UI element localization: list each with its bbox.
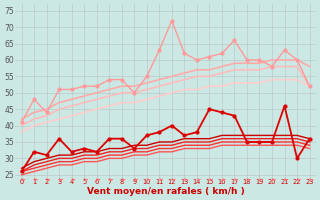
X-axis label: Vent moyen/en rafales ( km/h ): Vent moyen/en rafales ( km/h ) [87,187,244,196]
